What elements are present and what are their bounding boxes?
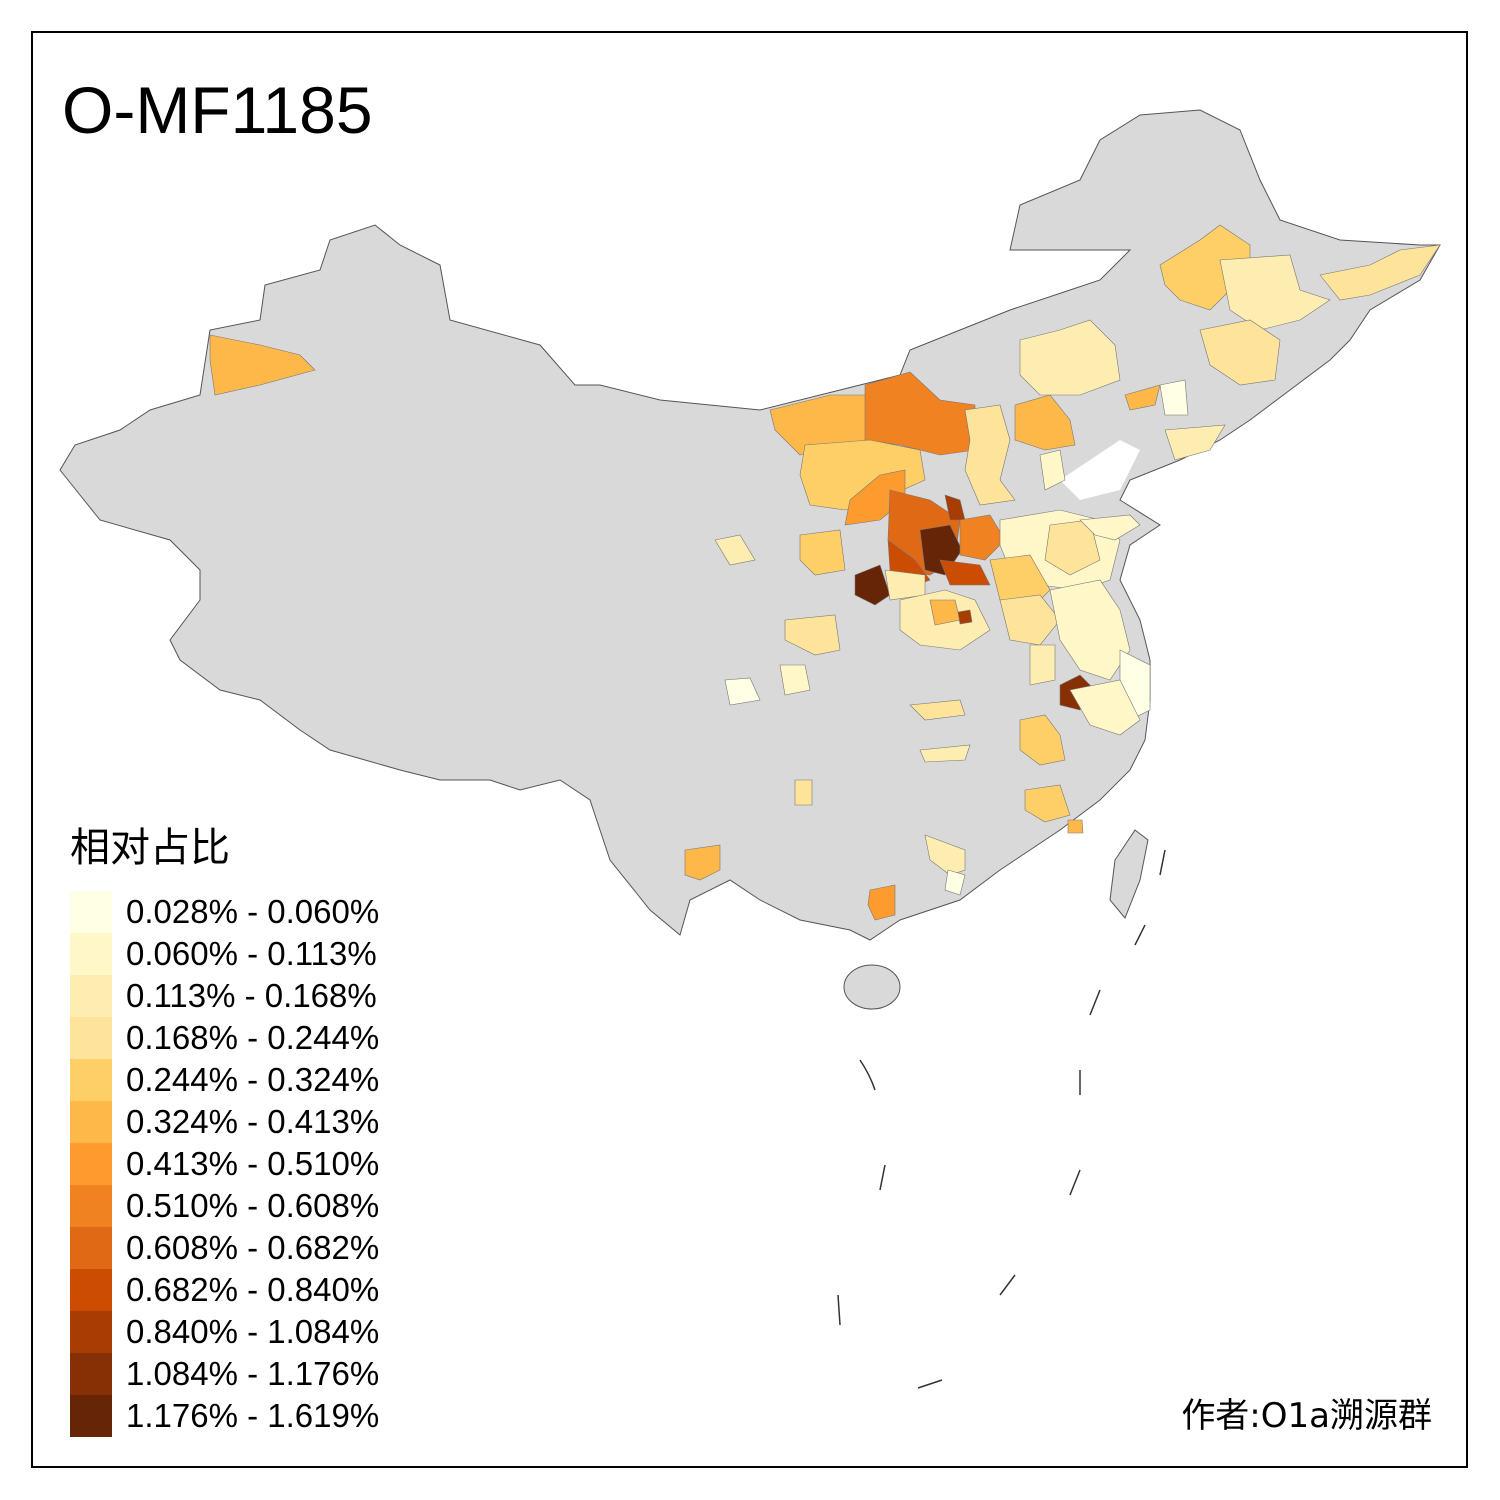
region: [944, 869, 966, 896]
region: [1164, 424, 1226, 461]
legend-swatch: [70, 1143, 112, 1185]
region: [957, 609, 973, 625]
region: [724, 677, 761, 706]
region: [209, 334, 316, 396]
legend-label: 0.060% - 0.113%: [126, 935, 377, 972]
map-frame: [31, 31, 1468, 1468]
hainan-island: [843, 964, 901, 1010]
region: [1199, 319, 1281, 386]
legend-label: 0.324% - 0.413%: [126, 1103, 380, 1140]
legend-label: 0.413% - 0.510%: [126, 1145, 380, 1182]
legend-swatch: [70, 975, 112, 1017]
legend-item: 0.244% - 0.324%: [70, 1059, 379, 1101]
legend-label: 0.510% - 0.608%: [126, 1187, 380, 1224]
region: [1067, 819, 1084, 834]
region: [1019, 714, 1066, 766]
legend-swatch: [70, 1059, 112, 1101]
author-credit: 作者:O1a溯源群: [1181, 1396, 1432, 1436]
legend-item: 0.608% - 0.682%: [70, 1227, 379, 1269]
legend-label: 0.244% - 0.324%: [126, 1061, 380, 1098]
legend-item: 0.113% - 0.168%: [70, 975, 379, 1017]
china-outline: [59, 109, 1441, 941]
legend-label: 0.028% - 0.060%: [126, 893, 380, 930]
taiwan-island: [1109, 829, 1149, 919]
legend-swatch: [70, 1017, 112, 1059]
region: [1039, 449, 1066, 491]
region: [799, 529, 846, 576]
legend-item: 0.413% - 0.510%: [70, 1143, 379, 1185]
region: [939, 559, 991, 586]
region: [1159, 379, 1189, 416]
region: [684, 844, 721, 881]
legend-item: 1.084% - 1.176%: [70, 1353, 379, 1395]
region: [1019, 319, 1121, 396]
region: [1319, 244, 1441, 301]
region: [867, 884, 896, 921]
legend-item: 0.682% - 0.840%: [70, 1269, 379, 1311]
legend-label: 0.608% - 0.682%: [126, 1229, 380, 1266]
legend-swatch: [70, 1185, 112, 1227]
legend-title: 相对占比: [70, 825, 230, 871]
legend-item: 0.168% - 0.244%: [70, 1017, 379, 1059]
region: [999, 594, 1061, 646]
region: [909, 699, 966, 721]
region: [779, 664, 811, 696]
colored-regions: [209, 224, 1441, 921]
region: [959, 514, 1006, 561]
region: [1069, 679, 1141, 736]
legend-item: 0.028% - 0.060%: [70, 891, 379, 933]
legend-swatch: [70, 1353, 112, 1395]
region: [1024, 784, 1071, 823]
legend-label: 0.113% - 0.168%: [126, 977, 377, 1014]
legend-swatch: [70, 1269, 112, 1311]
legend-label: 1.176% - 1.619%: [126, 1397, 380, 1434]
legend-item: 0.324% - 0.413%: [70, 1101, 379, 1143]
legend-item: 0.840% - 1.084%: [70, 1311, 379, 1353]
legend-swatch: [70, 891, 112, 933]
legend-item: 0.510% - 0.608%: [70, 1185, 379, 1227]
legend: 相对占比 0.028% - 0.060% 0.060% - 0.113% 0.113…: [70, 815, 379, 1437]
legend-swatch: [70, 1311, 112, 1353]
legend-label: 0.168% - 0.244%: [126, 1019, 380, 1056]
region: [784, 614, 841, 656]
region: [854, 564, 891, 606]
legend-swatch: [70, 933, 112, 975]
region: [1029, 644, 1056, 686]
legend-swatch: [70, 1395, 112, 1437]
region: [964, 404, 1016, 506]
legend-label: 0.840% - 1.084%: [126, 1313, 380, 1350]
legend-swatch: [70, 1227, 112, 1269]
region: [714, 534, 756, 566]
legend-label: 0.682% - 0.840%: [126, 1271, 380, 1308]
map-title: O-MF1185: [62, 73, 373, 147]
legend-label: 1.084% - 1.176%: [126, 1355, 380, 1392]
legend-item: 0.060% - 0.113%: [70, 933, 379, 975]
legend-swatch: [70, 1101, 112, 1143]
bohai-sea: [1060, 440, 1140, 500]
south-sea-islands: [837, 849, 1166, 1389]
region: [1079, 514, 1141, 541]
region: [1219, 254, 1331, 331]
region: [1124, 384, 1161, 411]
region: [919, 744, 971, 763]
legend-item: 1.176% - 1.619%: [70, 1395, 379, 1437]
region: [794, 779, 813, 806]
